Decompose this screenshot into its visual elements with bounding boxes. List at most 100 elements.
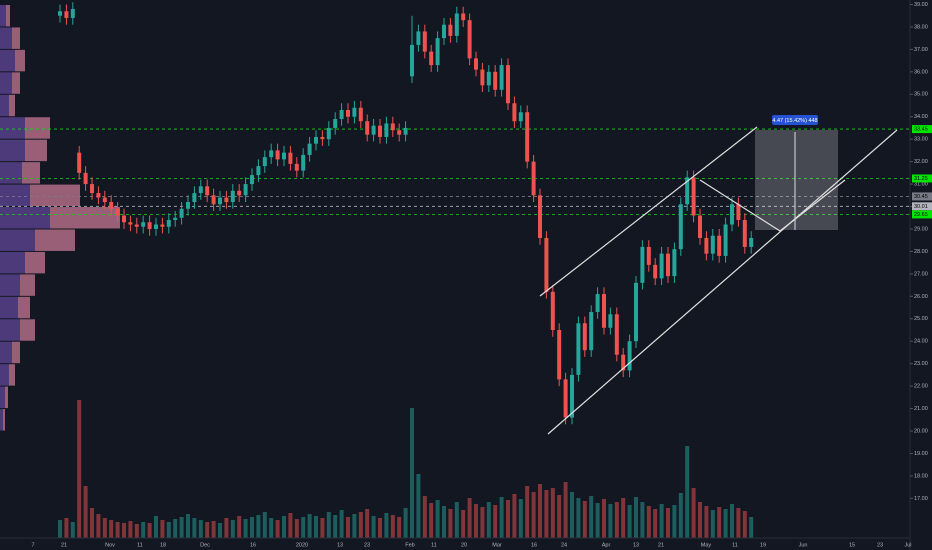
volume-bar [346, 517, 350, 538]
x-tick-label: 21 [658, 542, 664, 548]
profile-up [0, 162, 22, 184]
candle-body [262, 157, 267, 167]
candle-body [723, 224, 728, 256]
x-tick-label: 11 [732, 542, 738, 548]
x-tick-label: 16 [531, 542, 537, 548]
volume-bar [493, 505, 498, 538]
volume-bar [480, 507, 485, 538]
candle-body [320, 136, 325, 140]
y-tick-label: 26.00 [914, 294, 928, 300]
x-tick-label: 23 [877, 542, 883, 548]
volume-bar [301, 517, 306, 538]
profile-down [12, 341, 20, 364]
volume-bar [230, 520, 235, 538]
volume-bar [358, 512, 363, 538]
volume-bar [218, 523, 222, 538]
candle-body [326, 127, 331, 140]
volume-bar [429, 503, 434, 538]
profile-up [0, 117, 25, 139]
volume-bar [512, 494, 517, 538]
y-tick-label: 29.00 [914, 226, 928, 232]
candle-body [627, 341, 632, 371]
volume-bar [352, 514, 357, 538]
volume-bar [333, 515, 338, 538]
y-tick-label: 27.00 [914, 271, 928, 277]
candle-body [365, 121, 370, 135]
volume-bar [666, 508, 670, 538]
volume-bar [186, 514, 190, 538]
y-tick-label: 21.00 [914, 406, 928, 412]
candle-body [96, 193, 101, 198]
profile-up [0, 386, 5, 409]
candle-body [672, 249, 677, 277]
volume-bar [166, 522, 171, 538]
candle-body [659, 253, 664, 279]
volume-bar [288, 513, 293, 538]
profile-up [0, 409, 3, 431]
volume-bar [538, 484, 542, 538]
candle-body [691, 177, 696, 216]
candle-body [173, 217, 178, 220]
volume-bar [243, 519, 248, 538]
profile-down [3, 409, 5, 431]
volume-bar [211, 521, 216, 538]
y-tick-label: 19.00 [914, 451, 928, 457]
measure-label: 4.47 (15.42%) 448 [772, 118, 817, 124]
x-tick-label: May [701, 542, 712, 548]
volume-bar [179, 517, 184, 538]
volume-bar [90, 508, 94, 538]
volume-bar [282, 516, 286, 538]
candle-body [141, 222, 146, 227]
volume-bar [742, 511, 747, 538]
projection-line [779, 179, 846, 232]
volume-bar [486, 502, 491, 538]
candle-body [710, 235, 715, 254]
candle-body [608, 314, 613, 328]
volume-bar [314, 516, 318, 538]
volume-bar [134, 524, 139, 538]
channel-lower [547, 129, 898, 435]
volume-bar [730, 504, 734, 538]
x-tick-label: 13 [337, 542, 343, 548]
volume-bar [704, 506, 709, 538]
volume-bar [544, 490, 549, 538]
y-tick-label: 28.00 [914, 249, 928, 255]
candle-body [243, 184, 248, 196]
candle-body [435, 38, 440, 66]
candle-body [288, 152, 293, 164]
volume-bar [70, 522, 75, 538]
candle-body [352, 107, 357, 117]
candle-body [538, 195, 542, 238]
profile-down [18, 296, 30, 319]
candle-body [422, 31, 427, 52]
candle-body [339, 110, 344, 119]
candle-body [666, 253, 670, 277]
level-label: 29.65 [914, 212, 928, 218]
level-label: 33.45 [914, 127, 928, 133]
candle-body [717, 235, 722, 256]
profile-down [20, 319, 35, 341]
volume-bar [627, 505, 632, 538]
x-tick-label: Jun [799, 542, 808, 548]
candle-body [384, 123, 389, 137]
profile-up [0, 274, 20, 296]
candle-body [467, 20, 472, 59]
x-tick-label: Dec [200, 542, 210, 548]
candle-body [403, 127, 408, 135]
volume-bar [205, 522, 210, 538]
candle-body [653, 264, 658, 279]
y-tick-label: 35.00 [914, 92, 928, 98]
volume-bar [723, 509, 728, 538]
candle-body [602, 294, 606, 328]
x-tick-label: 23 [364, 542, 370, 548]
candle-body [461, 13, 466, 21]
volume-bar [250, 517, 254, 538]
volume-bar [326, 512, 331, 538]
profile-up [0, 4, 6, 27]
volume-bar [435, 500, 440, 538]
y-tick-label: 34.00 [914, 114, 928, 120]
volume-bar [557, 495, 562, 538]
y-tick-label: 38.00 [914, 24, 928, 30]
candle-body [544, 237, 549, 292]
candle-body [749, 237, 754, 247]
